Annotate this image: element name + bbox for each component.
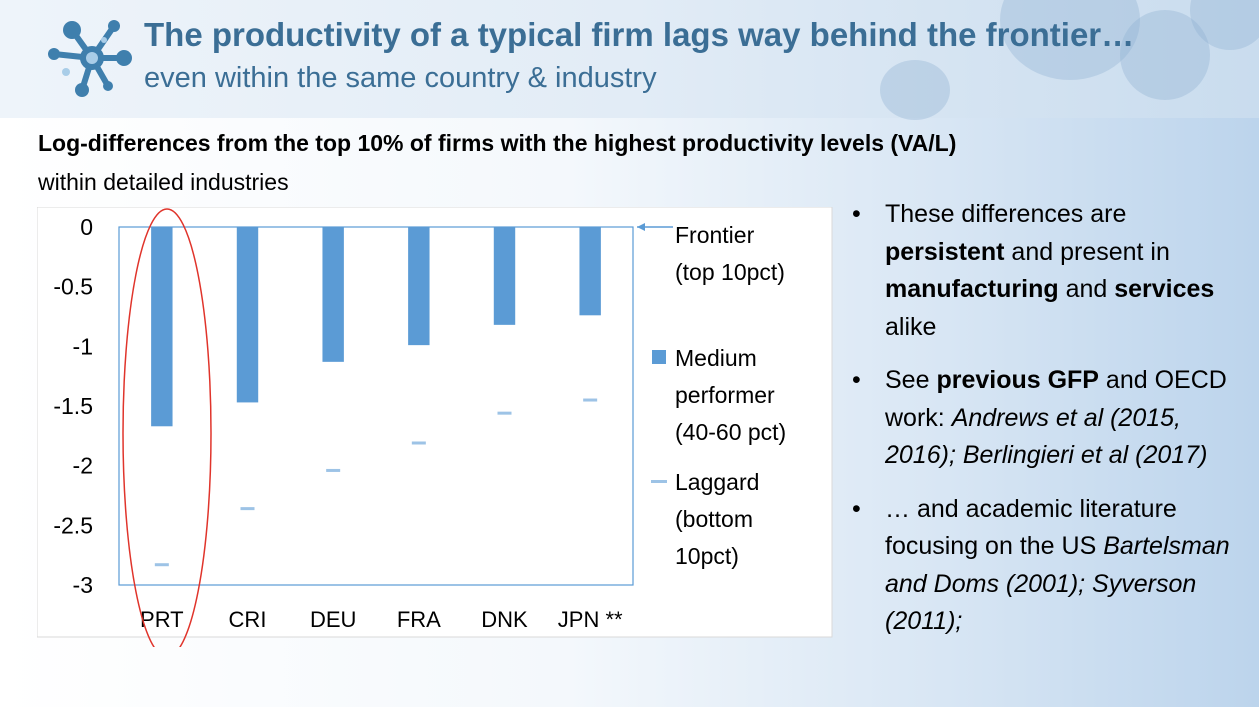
y-tick-label: -3 xyxy=(73,572,93,598)
bullet-academic-literature: • … and academic literature focusing on … xyxy=(852,491,1252,641)
x-tick-label: DNK xyxy=(481,607,528,632)
x-tick-label: FRA xyxy=(397,607,441,632)
x-tick-label: JPN ** xyxy=(558,607,623,632)
bar-medium-cri xyxy=(236,227,259,403)
bar-medium-dnk xyxy=(493,227,516,325)
bullet-list: • These differences are persistent and p… xyxy=(852,196,1252,657)
bar-medium-jpn xyxy=(579,227,601,316)
marker-laggard-fra xyxy=(411,441,426,445)
bar-chart: 0 -0.5 -1 -1.5 -2 -2.5 -3 PRT CRI DEU FRA DNK JPN *… xyxy=(36,206,833,658)
plot-area-frame xyxy=(118,226,634,586)
bar-medium-fra xyxy=(408,227,430,346)
legend-frontier-line-1: Frontier xyxy=(675,222,755,248)
legend-medium-line-3: (40-60 pct) xyxy=(675,419,786,445)
y-tick-label: 0 xyxy=(80,214,93,240)
legend-laggard-line-2: (bottom xyxy=(675,506,753,532)
legend-medium-line-2: performer xyxy=(675,382,775,408)
bullet-dot: • xyxy=(852,494,861,523)
bar-medium-prt xyxy=(151,227,173,427)
x-tick-label: PRT xyxy=(140,607,184,632)
legend: Frontier (top 10pct) Medium performer (4… xyxy=(637,222,786,569)
marker-laggard-cri xyxy=(240,507,255,511)
marker-laggard-dnk xyxy=(497,411,512,415)
y-tick-label: -1 xyxy=(73,333,93,359)
molecule-logo-icon xyxy=(48,20,132,97)
legend-medium-swatch xyxy=(652,350,666,364)
legend-laggard-line-3: 10pct) xyxy=(675,543,739,569)
bullet-previous-work: • See previous GFP and OECD work: Andrew… xyxy=(852,362,1252,475)
x-tick-label: DEU xyxy=(310,607,356,632)
chart-title: Log-differences from the top 10% of firm… xyxy=(38,130,957,156)
chart-subtitle: within detailed industries xyxy=(38,169,289,195)
y-tick-label: -1.5 xyxy=(53,393,93,419)
y-tick-label: -2 xyxy=(73,453,93,479)
legend-laggard-line-1: Laggard xyxy=(675,469,759,495)
chart-container: 0 -0.5 -1 -1.5 -2 -2.5 -3 PRT CRI DEU FRA DNK JPN *… xyxy=(36,206,837,658)
slide-subtitle: even within the same country & industry xyxy=(144,62,657,94)
bullet-dot: • xyxy=(852,200,861,228)
legend-laggard-swatch xyxy=(651,480,667,483)
bar-medium-deu xyxy=(322,227,344,362)
legend-frontier-line-2: (top 10pct) xyxy=(675,259,785,285)
header-band xyxy=(0,0,1259,120)
x-tick-label: CRI xyxy=(229,607,267,632)
legend-frontier-arrowhead xyxy=(637,223,645,231)
bullet-dot: • xyxy=(852,366,861,394)
slide-title: The productivity of a typical firm lags … xyxy=(144,16,1135,53)
marker-laggard-deu xyxy=(326,468,341,472)
marker-laggard-jpn xyxy=(583,398,598,402)
marker-laggard-prt xyxy=(154,563,169,567)
bullet-persistence: • These differences are persistent and p… xyxy=(852,196,1252,346)
y-tick-label: -0.5 xyxy=(53,274,93,300)
legend-medium-line-1: Medium xyxy=(675,345,757,371)
y-tick-label: -2.5 xyxy=(53,512,93,538)
